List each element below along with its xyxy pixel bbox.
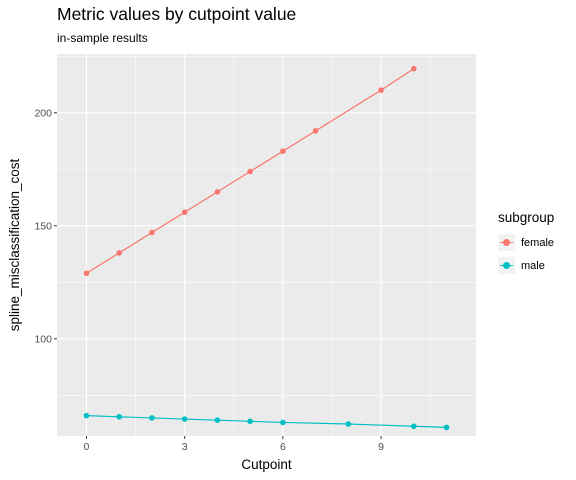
data-point-female	[149, 229, 155, 236]
data-point-female	[247, 168, 253, 175]
y-tick-label: 100	[34, 333, 52, 345]
plot-panel	[57, 54, 476, 436]
data-point-male	[247, 418, 253, 425]
data-point-male	[345, 421, 352, 427]
data-point-male	[149, 415, 155, 421]
x-axis-title: Cutpoint	[241, 457, 292, 472]
legend-item-male: male	[498, 254, 554, 277]
legend-label-male: male	[521, 259, 545, 272]
legend-title: subgroup	[498, 210, 555, 225]
data-point-female	[312, 128, 319, 134]
data-point-male	[280, 419, 286, 426]
x-tick-label: 0	[84, 441, 90, 453]
data-point-male	[83, 412, 90, 419]
data-point-female	[181, 209, 188, 216]
y-axis-title: spline_misclassification_cost	[7, 158, 22, 331]
legend-key-female	[498, 234, 515, 251]
legend-label-female: female	[521, 236, 555, 249]
data-point-female	[214, 189, 221, 195]
series-line-male	[86, 415, 447, 429]
x-tick-label: 6	[280, 441, 286, 453]
data-point-male	[214, 417, 221, 423]
axes-layer: 0 3 6 9 100 150 200	[34, 107, 384, 453]
series-layer	[83, 65, 450, 431]
major-gridlines	[57, 54, 476, 436]
data-point-male	[181, 416, 188, 422]
minor-gridlines	[57, 54, 476, 436]
data-point-female	[378, 87, 384, 93]
series-line-female	[86, 68, 415, 274]
x-tick-label: 3	[182, 441, 188, 453]
data-point-female	[83, 270, 90, 277]
legend: subgroup female male	[498, 210, 554, 277]
x-tick-label: 9	[378, 441, 384, 453]
chart-title: Metric values by cutpoint value	[57, 4, 297, 24]
data-point-female	[280, 148, 286, 154]
data-point-female	[411, 65, 417, 72]
data-point-male	[116, 413, 122, 420]
data-point-male	[411, 423, 417, 430]
data-point-female	[116, 250, 122, 256]
y-tick-label: 200	[34, 107, 52, 119]
data-point-male	[443, 424, 450, 431]
chart-subtitle: in-sample results	[57, 31, 148, 45]
y-tick-label: 150	[34, 220, 52, 232]
legend-item-female: female	[498, 231, 554, 254]
legend-key-male	[498, 257, 515, 274]
